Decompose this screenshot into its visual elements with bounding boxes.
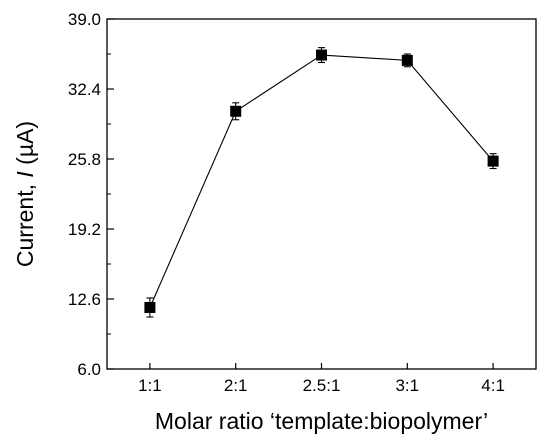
- x-tick-label: 1:1: [138, 376, 162, 395]
- data-point: [487, 155, 499, 167]
- series-layer: [144, 47, 499, 318]
- plot-frame: [106, 18, 537, 370]
- x-axis-title: Molar ratio ‘template:biopolymer’: [155, 408, 488, 434]
- y-tick-label: 39.0: [68, 10, 101, 29]
- y-axis-ticks: 6.0 12.6 19.2 25.8 32.4 39.0: [68, 10, 114, 379]
- y-tick-label: 12.6: [68, 290, 101, 309]
- y-tick-label: 32.4: [68, 80, 101, 99]
- y-tick-label: 6.0: [77, 360, 101, 379]
- series-line: [149, 54, 494, 308]
- data-point: [316, 49, 327, 61]
- data-point: [144, 301, 156, 313]
- data-point: [230, 105, 242, 117]
- y-axis-title-symbol: I: [12, 171, 38, 178]
- x-tick-label: 2:1: [224, 376, 248, 395]
- y-axis-title: Current, I (µA): [12, 121, 38, 267]
- x-tick-label: 4:1: [481, 376, 505, 395]
- x-tick-label: 3:1: [395, 376, 419, 395]
- data-point: [401, 54, 413, 66]
- x-axis-ticks: 1:1 2:1 2.5:1 3:1 4:1: [138, 363, 505, 395]
- y-tick-label: 25.8: [68, 150, 101, 169]
- y-axis-title-prefix: Current,: [12, 178, 38, 267]
- x-tick-label: 2.5:1: [303, 376, 341, 395]
- y-tick-label: 19.2: [68, 220, 101, 239]
- y-axis-title-unit: (µA): [12, 121, 38, 171]
